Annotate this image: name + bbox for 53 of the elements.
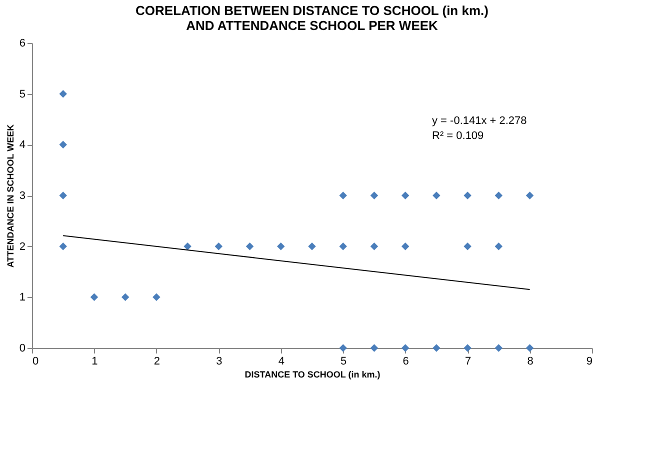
- point: [339, 192, 347, 200]
- point: [184, 242, 192, 250]
- x-tick-label: 0: [32, 356, 39, 368]
- annotation: y = -0.141x + 2.278: [432, 115, 527, 127]
- point: [308, 242, 316, 250]
- x-tick-label: 1: [92, 356, 98, 368]
- point: [494, 344, 503, 352]
- x-tick-label: 4: [278, 356, 284, 368]
- y-tick-label: 6: [19, 38, 26, 50]
- point: [121, 293, 130, 302]
- point: [370, 192, 378, 200]
- point: [339, 344, 347, 352]
- y-tick-label: 5: [19, 88, 26, 100]
- x-tick-label: 8: [527, 356, 534, 368]
- y-tick-label: 4: [19, 139, 26, 152]
- y-tick-label: 3: [19, 190, 26, 202]
- point: [401, 242, 410, 250]
- x-tick-label: 6: [402, 356, 409, 368]
- point: [432, 192, 440, 200]
- point: [494, 192, 503, 200]
- point: [370, 344, 378, 352]
- point: [246, 242, 254, 250]
- point: [59, 140, 67, 149]
- point: [401, 344, 410, 352]
- x-tick-label: 7: [464, 356, 472, 368]
- x-tick-label: 3: [216, 356, 222, 368]
- point: [152, 293, 160, 302]
- point: [59, 90, 67, 98]
- point: [432, 344, 440, 352]
- y-tick-label: 2: [19, 240, 26, 253]
- point: [526, 344, 534, 352]
- point: [90, 293, 98, 302]
- x-axis-title: DISTANCE TO SCHOOL (in km.): [244, 370, 380, 380]
- point: [339, 242, 347, 250]
- point: [464, 242, 472, 250]
- y-axis-title: ATTENDANCE IN SCHOOL WEEK: [5, 124, 16, 268]
- annotation: R² = 0.109: [432, 130, 484, 142]
- point: [59, 242, 67, 250]
- x-tick-label: 2: [154, 356, 160, 368]
- y-tick-label: 0: [19, 342, 26, 354]
- point: [214, 242, 223, 250]
- point: [277, 242, 285, 250]
- x-tick-label: 9: [586, 356, 592, 368]
- point: [370, 242, 378, 250]
- point: [401, 192, 410, 200]
- point: [59, 192, 67, 200]
- point: [464, 192, 472, 200]
- point: [526, 192, 534, 200]
- chart-title: CORELATION BETWEEN DISTANCE TO SCHOOL (in km.) AND ATTENDANCE SCHOOL PER WEEK: [136, 3, 488, 33]
- point: [494, 242, 503, 250]
- x-tick-label: 5: [340, 356, 347, 368]
- y-tick-label: 1: [19, 292, 26, 304]
- point: [464, 344, 472, 352]
